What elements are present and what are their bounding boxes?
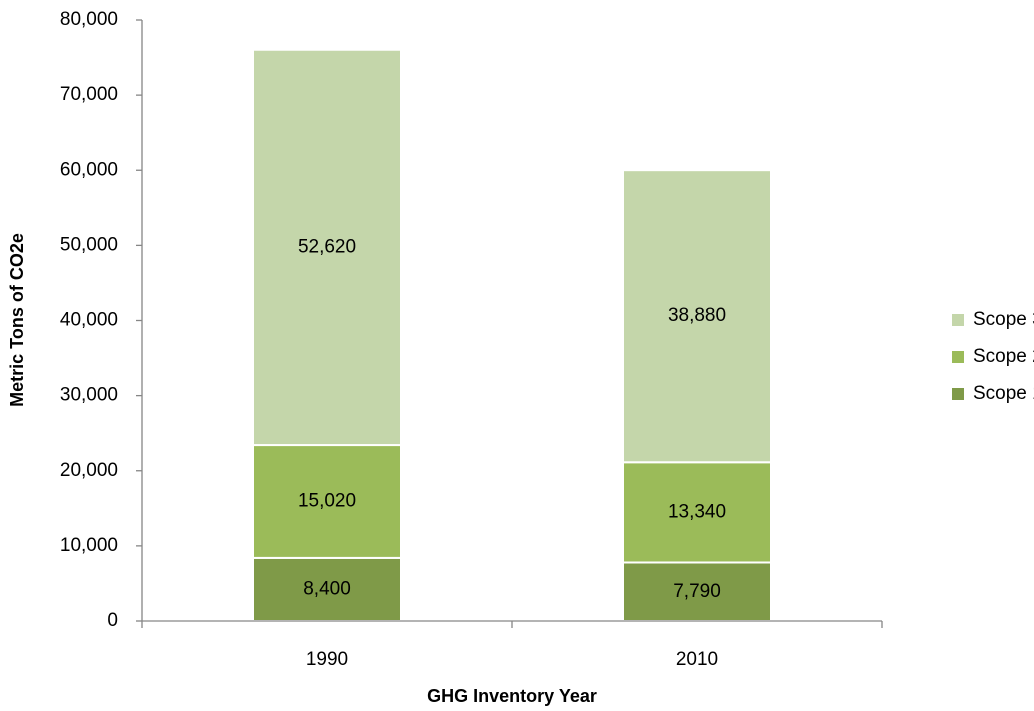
data-label: 7,790 bbox=[673, 581, 721, 602]
y-tick-label: 0 bbox=[107, 610, 118, 631]
legend-label: Scope 2 bbox=[973, 346, 1034, 367]
y-tick-label: 10,000 bbox=[60, 535, 118, 556]
legend-label: Scope 1 bbox=[973, 383, 1034, 404]
bar-segment bbox=[622, 461, 772, 564]
x-tick-label: 1990 bbox=[306, 649, 348, 670]
data-label: 8,400 bbox=[303, 578, 351, 599]
legend-swatch bbox=[952, 388, 964, 400]
x-tick-label: 2010 bbox=[676, 649, 718, 670]
y-tick-label: 40,000 bbox=[60, 310, 118, 331]
y-tick-label: 70,000 bbox=[60, 84, 118, 105]
data-label: 52,620 bbox=[298, 236, 356, 257]
y-tick-label: 30,000 bbox=[60, 385, 118, 406]
bar-segment bbox=[252, 48, 402, 447]
y-tick-label: 50,000 bbox=[60, 234, 118, 255]
data-label: 15,020 bbox=[298, 490, 356, 511]
y-tick-label: 80,000 bbox=[60, 9, 118, 30]
legend-swatch bbox=[952, 314, 964, 326]
bar-segment bbox=[252, 444, 402, 559]
data-label: 13,340 bbox=[668, 501, 726, 522]
legend-label: Scope 3 bbox=[973, 309, 1034, 330]
bar-segment bbox=[622, 169, 772, 464]
legend-swatch bbox=[952, 351, 964, 363]
x-axis-label: GHG Inventory Year bbox=[427, 686, 597, 706]
y-axis-label: Metric Tons of CO2e bbox=[7, 233, 27, 407]
data-label: 38,880 bbox=[668, 305, 726, 326]
y-tick-label: 20,000 bbox=[60, 460, 118, 481]
y-tick-label: 60,000 bbox=[60, 159, 118, 180]
